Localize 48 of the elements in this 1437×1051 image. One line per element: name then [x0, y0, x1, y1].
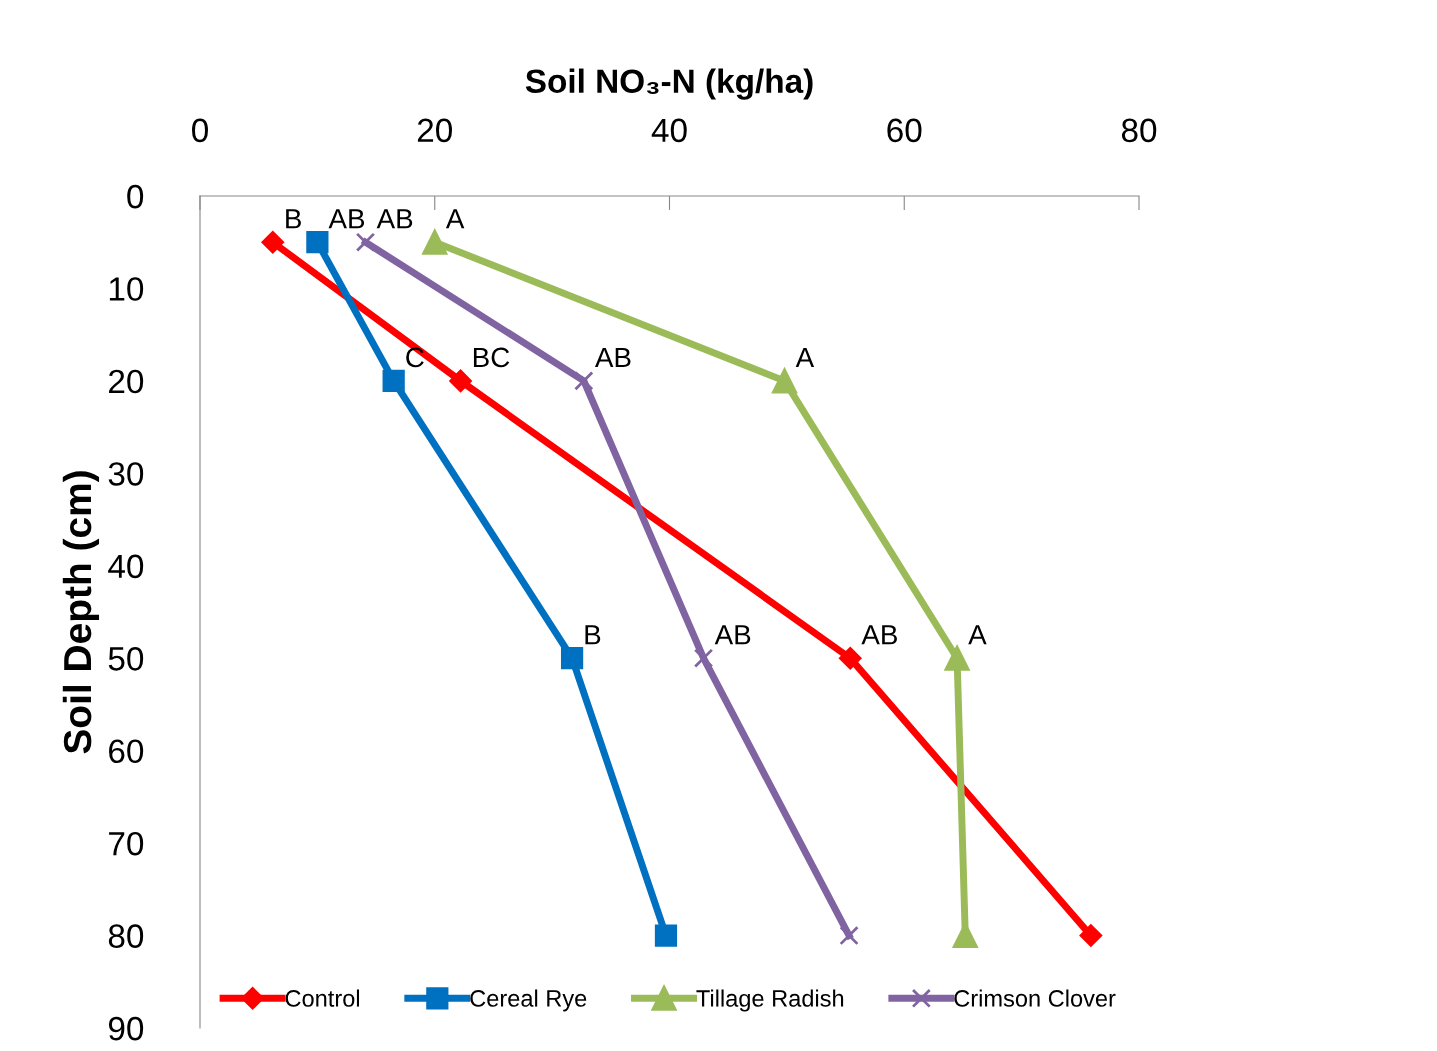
legend-label: Crimson Clover — [954, 989, 1116, 1007]
y-tick-label: 40 — [108, 554, 144, 579]
legend-label: Tillage Radish — [696, 989, 844, 1012]
y-tick-label: 50 — [108, 647, 144, 671]
y-tick-label: 0 — [127, 184, 144, 209]
point — [839, 925, 859, 946]
y-tick-label: 20 — [109, 369, 144, 394]
y-tick-label: 10 — [109, 277, 144, 301]
y-tick-label: 60 — [109, 739, 144, 764]
annotation: BC — [473, 347, 510, 368]
point — [944, 645, 970, 671]
point — [449, 369, 472, 393]
point — [693, 648, 714, 668]
x-axis-title: Soil NO₃-N (kg/ha) — [525, 68, 813, 100]
point — [306, 231, 329, 254]
y-tick-label: 80 — [108, 924, 144, 948]
legend-label: Control — [285, 989, 360, 1007]
x-tick-label: 0 — [192, 118, 208, 143]
annotation: A — [445, 209, 465, 229]
annotation: C — [406, 347, 424, 368]
y-tick-label: 30 — [108, 462, 144, 486]
y-tick-label: 70 — [109, 831, 144, 856]
point — [560, 647, 584, 670]
y-tick-label: 90 — [108, 1016, 144, 1041]
x-tick-label: 60 — [887, 118, 922, 143]
annotation: AB — [328, 209, 365, 229]
point — [654, 924, 678, 947]
annotation: B — [585, 625, 601, 645]
point — [382, 369, 405, 392]
y-axis-title: Soil Depth (cm) — [62, 471, 100, 754]
x-tick-label: 80 — [1121, 118, 1157, 143]
point — [839, 647, 862, 670]
annotation: B — [286, 209, 301, 229]
annotation: AB — [376, 209, 413, 229]
point — [574, 371, 594, 391]
annotation: AB — [594, 347, 631, 367]
annotation: AB — [714, 625, 751, 645]
point — [1079, 924, 1103, 947]
point — [355, 232, 376, 252]
annotation: A — [795, 347, 815, 367]
x-tick-label: 40 — [651, 118, 687, 143]
annotation: AB — [861, 625, 897, 645]
legend-label: Cereal Rye — [470, 989, 587, 1012]
point — [772, 368, 798, 394]
x-tick-label: 20 — [417, 118, 452, 143]
annotation: A — [968, 625, 987, 645]
point — [261, 231, 284, 254]
point — [422, 229, 448, 255]
